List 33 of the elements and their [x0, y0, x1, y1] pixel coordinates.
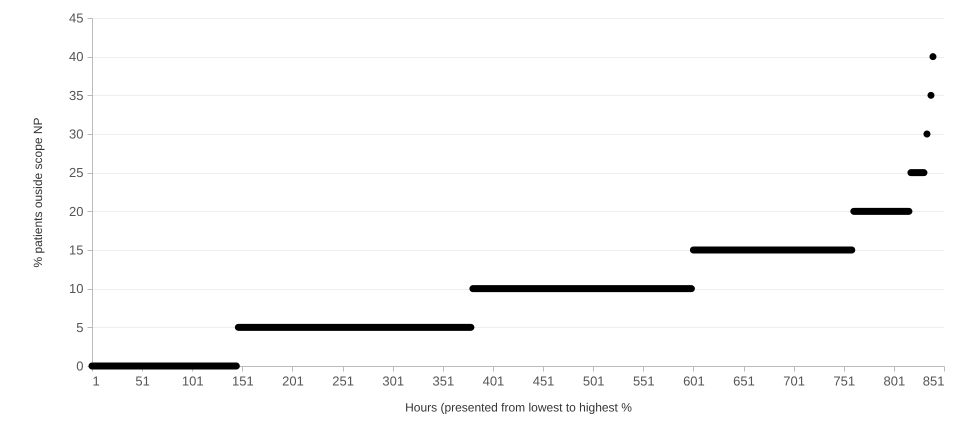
- x-tick-label: 751: [833, 374, 856, 388]
- y-tick-label: 10: [69, 281, 84, 296]
- x-axis-title: Hours (presented from lowest to highest %: [405, 400, 632, 414]
- y-tick-label: 35: [69, 88, 84, 103]
- point: [930, 53, 936, 60]
- x-tick-label: 51: [135, 374, 150, 388]
- y-tick-label: 40: [69, 49, 84, 64]
- point: [924, 130, 930, 138]
- y-tick-label: 20: [69, 204, 84, 219]
- x-tick-label: 801: [884, 374, 906, 388]
- x-tick-label: 551: [632, 374, 655, 388]
- y-tick-label: 5: [76, 320, 84, 335]
- x-tick-label: 1: [92, 374, 100, 388]
- y-tick-label: 15: [69, 242, 84, 258]
- x-tick-label: 151: [232, 374, 254, 388]
- x-tick-label: 401: [482, 374, 504, 388]
- x-tick-label: 451: [532, 374, 554, 388]
- x-tick-label: 701: [783, 374, 805, 388]
- x-tick-label: 601: [683, 374, 705, 388]
- y-tick-label: 25: [69, 165, 84, 180]
- x-tick-label: 651: [733, 374, 755, 388]
- x-tick-label: 301: [382, 374, 404, 388]
- x-tick-label: 851: [922, 374, 944, 388]
- point: [928, 92, 934, 99]
- x-tick-label: 501: [582, 374, 605, 388]
- x-tick-label: 251: [332, 374, 354, 388]
- x-tick-label: 351: [432, 374, 454, 388]
- y-tick-label: 0: [76, 358, 84, 374]
- x-tick-label: 101: [182, 374, 204, 388]
- y-tick-label: 30: [69, 126, 84, 142]
- y-axis-title: % patients ouside scope NP: [31, 117, 46, 268]
- y-tick-label: 45: [69, 10, 84, 26]
- x-tick-label: 201: [282, 374, 304, 388]
